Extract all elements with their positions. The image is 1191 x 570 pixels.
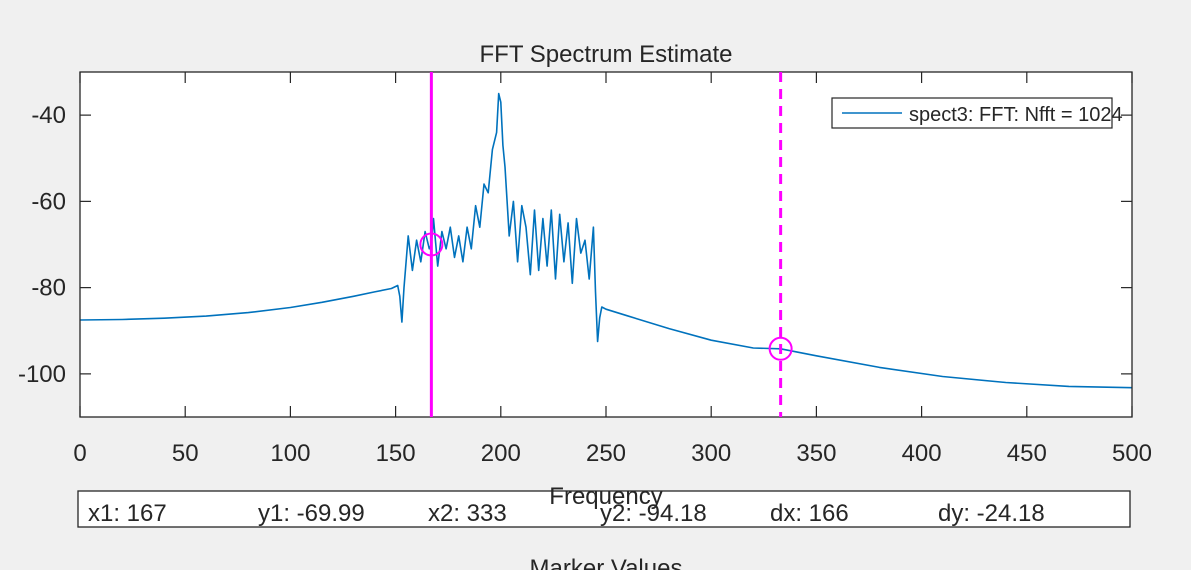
x-tick-label: 100	[270, 440, 310, 467]
marker-values-box	[77, 490, 1131, 528]
y-tick-label: -60	[31, 188, 66, 215]
marker-value-y2: y2: -94.18	[600, 500, 707, 527]
x-tick-label: 200	[481, 440, 521, 467]
x-tick-label: 350	[796, 440, 836, 467]
tick-layer: 0 50 100 150 200 250 300 350 400 450 500 -100 -80 -60…	[18, 72, 1152, 467]
marker-layer	[419, 72, 793, 417]
x-tick-label: 250	[586, 440, 626, 467]
series-line-1	[79, 92, 1133, 389]
x-tick-label: 450	[1007, 440, 1047, 467]
marker-values-panel: x1: 167 y1: -69.99 x2: 333 y2: -94.18 dx…	[77, 490, 1131, 528]
y-tick-label: -40	[31, 102, 66, 129]
y-tick-label: -80	[31, 275, 66, 302]
x-tick-label: 300	[691, 440, 731, 467]
x-axis-label: Frequency	[549, 483, 662, 510]
x-tick-label: 400	[902, 440, 942, 467]
x-tick-label: 150	[376, 440, 416, 467]
marker-value-y1: y1: -69.99	[258, 500, 365, 527]
data-layer	[79, 92, 1133, 389]
x-tick-label: 0	[73, 440, 86, 467]
marker-value-dy: dy: -24.18	[938, 500, 1045, 527]
marker-circle-x1[interactable]	[419, 232, 444, 257]
axes-background	[80, 72, 1132, 417]
x-tick-label: 50	[172, 440, 199, 467]
marker-values-title: Marker Values	[530, 555, 683, 570]
chart-title: FFT Spectrum Estimate	[480, 41, 733, 68]
legend[interactable]: spect3: FFT: Nfft = 1024	[831, 97, 1123, 129]
x-tick-label: 500	[1112, 440, 1152, 467]
marker-value-x1: x1: 167	[88, 500, 167, 527]
legend-entry-spect3: spect3: FFT: Nfft = 1024	[909, 104, 1123, 126]
y-tick-label: -100	[18, 361, 66, 388]
marker-circle-x2[interactable]	[768, 336, 793, 361]
marker-value-dx: dx: 166	[770, 500, 849, 527]
marker-value-x2: x2: 333	[428, 500, 507, 527]
